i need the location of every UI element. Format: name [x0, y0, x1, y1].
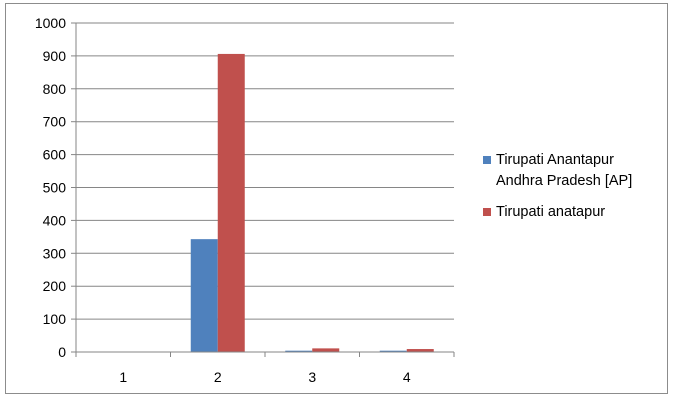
y-tick-label: 200 [43, 278, 67, 294]
x-tick-label: 3 [308, 369, 316, 385]
bar-series-2-cat-2 [217, 53, 245, 353]
bar-series-2-cat-3 [312, 348, 340, 352]
y-tick-labels: 0 100 200 300 400 500 600 700 800 900 1000 [35, 15, 66, 360]
legend-label-series-2: Tirupati anatapur [496, 204, 606, 220]
bars [190, 53, 434, 353]
axes [71, 22, 455, 357]
y-tick-label: 400 [43, 212, 67, 228]
y-tick-label: 800 [43, 81, 67, 97]
legend: Tirupati Anantapur Andhra Pradesh [AP] T… [483, 150, 663, 233]
x-tick-label: 1 [119, 369, 127, 385]
y-tick-label: 0 [58, 344, 66, 360]
legend-item-series-2: Tirupati anatapur [483, 202, 663, 223]
legend-swatch-series-2 [483, 208, 491, 216]
x-tick-label: 4 [403, 369, 411, 385]
legend-swatch-series-1 [483, 156, 491, 164]
y-tick-label: 300 [43, 245, 67, 261]
x-tick-labels: 1 2 3 4 [119, 369, 411, 385]
y-tick-label: 500 [43, 180, 67, 196]
bar-series-1-cat-2 [190, 239, 218, 352]
chart-frame [5, 3, 668, 394]
y-tick-label: 1000 [35, 15, 66, 31]
bar-series-2-cat-4 [406, 349, 434, 352]
legend-item-series-1: Tirupati Anantapur Andhra Pradesh [AP] [483, 150, 663, 192]
bar-series-1-cat-4 [379, 350, 407, 352]
y-tick-label: 100 [43, 311, 67, 327]
y-tick-label: 600 [43, 147, 67, 163]
y-tick-label: 900 [43, 48, 67, 64]
bar-series-1-cat-3 [285, 350, 313, 352]
y-tick-label: 700 [43, 114, 67, 130]
x-tick-label: 2 [214, 369, 222, 385]
gridlines [76, 22, 454, 320]
legend-label-series-1: Tirupati Anantapur Andhra Pradesh [AP] [496, 152, 633, 189]
